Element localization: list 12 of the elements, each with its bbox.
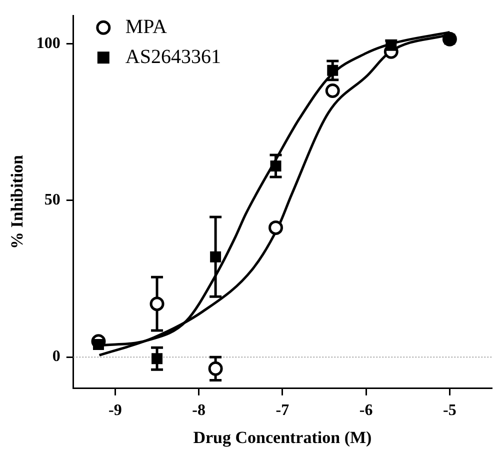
x-tick-label: -5 (443, 402, 456, 420)
x-tick-label: -6 (359, 402, 373, 420)
y-tick-label: 0 (52, 348, 60, 366)
x-tick-label: -7 (276, 402, 290, 420)
y-axis-title: % Inhibition (8, 154, 27, 250)
y-tick-label: 50 (44, 192, 60, 209)
legend-label: MPA (125, 16, 168, 38)
y-tick-label: 100 (36, 34, 60, 52)
legend-label: AS2643361 (125, 46, 221, 68)
x-axis-title: Drug Concentration (M) (193, 428, 372, 448)
x-tick-label: -9 (108, 402, 122, 420)
x-tick-label: -8 (192, 402, 206, 420)
